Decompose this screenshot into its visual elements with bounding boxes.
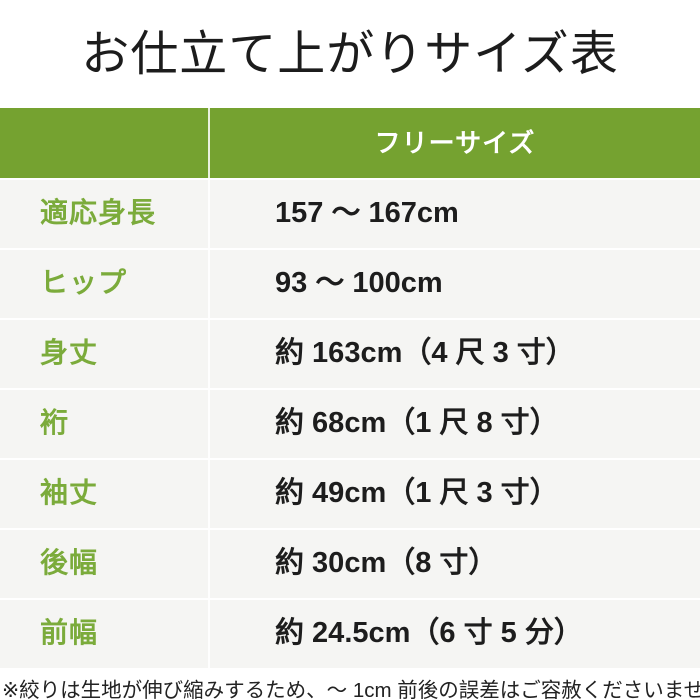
table-row: ヒップ 93 ～ 100cm (0, 248, 700, 318)
row-value: 約 30cm（8 寸） (275, 547, 498, 579)
table-row: 裄 約 68cm（1 尺 8 寸） (0, 388, 700, 458)
table-row: 後幅 約 30cm（8 寸） (0, 528, 700, 598)
row-value: 約 68cm（1 尺 8 寸） (275, 407, 559, 439)
row-label: 前幅 (0, 600, 210, 668)
footnote-text: ※絞りは生地が伸び縮みするため、～ 1cm 前後の誤差はご容赦くださいませ。 (2, 679, 700, 700)
table-row: 袖丈 約 49cm（1 尺 3 寸） (0, 458, 700, 528)
row-label: ヒップ (0, 250, 210, 318)
header-label-cell (0, 108, 210, 178)
row-value: 93 ～ 100cm (275, 267, 443, 299)
table-row: 身丈 約 163cm（4 尺 3 寸） (0, 318, 700, 388)
row-value: 157 ～ 167cm (275, 197, 459, 229)
page-title: お仕立て上がりサイズ表 (81, 28, 619, 81)
table-row: 適応身長 157 ～ 167cm (0, 178, 700, 248)
row-value: 約 163cm（4 尺 3 寸） (275, 337, 575, 369)
row-value: 約 24.5cm（6 寸 5 分） (275, 617, 583, 649)
row-label: 身丈 (0, 320, 210, 388)
table-row: 前幅 約 24.5cm（6 寸 5 分） (0, 598, 700, 668)
row-value: 約 49cm（1 尺 3 寸） (275, 477, 559, 509)
header-value-cell: フリーサイズ (374, 128, 536, 158)
row-label: 後幅 (0, 530, 210, 598)
row-label: 適応身長 (0, 180, 210, 248)
row-label: 袖丈 (0, 460, 210, 528)
table-header-row: フリーサイズ (0, 108, 700, 178)
size-table: フリーサイズ 適応身長 157 ～ 167cm ヒップ 93 ～ 100cm 身… (0, 108, 700, 668)
row-label: 裄 (0, 390, 210, 458)
